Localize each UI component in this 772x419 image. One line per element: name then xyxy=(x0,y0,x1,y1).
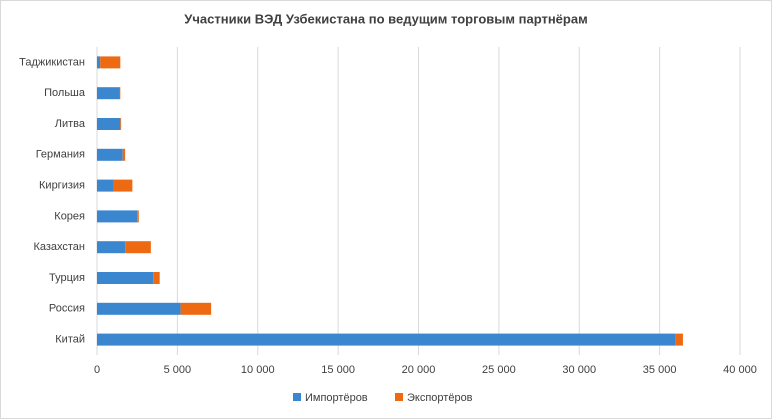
legend-swatch xyxy=(293,393,301,401)
bar-segment xyxy=(100,56,121,69)
y-tick-label: Таджикистан xyxy=(19,56,85,68)
x-tick-label: 0 xyxy=(94,364,100,376)
legend-swatch xyxy=(395,393,403,401)
bar-segment xyxy=(97,241,126,254)
bar-segment xyxy=(97,87,120,100)
y-tick-label: Германия xyxy=(36,149,85,161)
bar-segment xyxy=(137,210,139,223)
x-tick-label: 5 000 xyxy=(164,364,192,376)
y-tick-label: Польша xyxy=(44,87,86,99)
y-tick-label: Корея xyxy=(54,210,85,222)
y-tick-label: Турция xyxy=(49,272,85,284)
bar-segment xyxy=(97,179,114,192)
legend-label: Импортёров xyxy=(305,392,368,404)
bar-segment xyxy=(97,210,138,223)
bar-segment xyxy=(120,118,122,130)
bar-segment xyxy=(113,179,133,192)
x-tick-label: 30 000 xyxy=(562,364,596,376)
x-tick-label: 10 000 xyxy=(241,364,275,376)
y-tick-label: Киргизия xyxy=(39,180,85,192)
bar-segment xyxy=(675,333,683,346)
bar-segment xyxy=(97,118,121,130)
y-tick-label: Казахстан xyxy=(33,241,85,253)
bar-segment xyxy=(97,56,101,69)
legend-label: Экспортёров xyxy=(407,392,473,404)
x-tick-label: 40 000 xyxy=(723,364,757,376)
bar-segment xyxy=(125,241,151,254)
bar-segment xyxy=(97,272,154,284)
x-tick-label: 25 000 xyxy=(482,364,516,376)
bar-segment xyxy=(122,148,126,161)
y-tick-label: Литва xyxy=(55,118,86,130)
bar-segment xyxy=(97,148,123,161)
x-tick-label: 15 000 xyxy=(321,364,355,376)
bar-segment xyxy=(153,272,160,284)
chart-title: Участники ВЭД Узбекистана по ведущим тор… xyxy=(184,11,587,26)
bar-segment xyxy=(180,302,212,315)
y-tick-label: Китай xyxy=(55,334,85,346)
y-tick-label: Россия xyxy=(49,303,85,315)
bar-segment xyxy=(97,333,676,346)
x-tick-label: 20 000 xyxy=(402,364,436,376)
bar-segment xyxy=(119,87,121,100)
x-tick-label: 35 000 xyxy=(643,364,677,376)
bar-segment xyxy=(97,302,181,315)
